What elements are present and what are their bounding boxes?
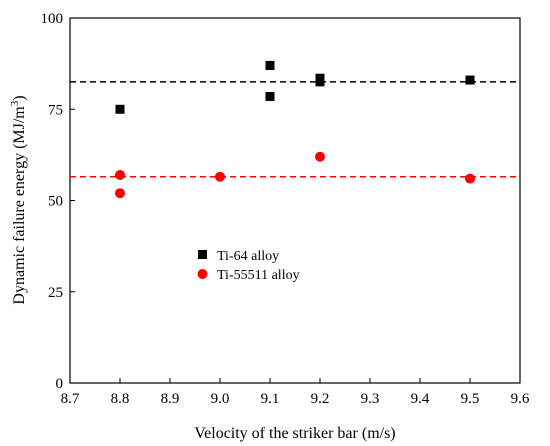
- plot-frame: [69, 17, 521, 384]
- x-tick-label: 9.0: [211, 391, 230, 407]
- point-ti64: [265, 60, 275, 70]
- x-tick-label: 8.7: [61, 391, 80, 407]
- y-tick-label: 0: [56, 376, 64, 392]
- x-axis-title: Velocity of the striker bar (m/s): [194, 425, 395, 442]
- x-tick-label: 9.5: [461, 391, 480, 407]
- point-ti64: [115, 104, 125, 114]
- x-tick-label: 9.4: [411, 391, 430, 407]
- mean-lines: [70, 81, 520, 178]
- x-tick-label: 9.3: [361, 391, 380, 407]
- point-ti55511: [315, 151, 325, 162]
- x-tick-label: 9.6: [511, 391, 530, 407]
- point-ti55511: [115, 169, 125, 180]
- y-axis-title-sup: 3: [9, 100, 21, 106]
- legend: Ti-64 alloy Ti-55511 alloy: [197, 249, 300, 283]
- point-ti64: [315, 77, 325, 87]
- legend-label-ti55511: Ti-55511 alloy: [217, 268, 300, 283]
- point-ti55511: [115, 188, 125, 199]
- point-ti55511: [215, 171, 225, 182]
- x-tick-label: 8.9: [161, 391, 180, 407]
- x-tick-label: 8.8: [111, 391, 130, 407]
- legend-marker-ti55511: [197, 269, 208, 279]
- y-tick-label: 50: [48, 194, 63, 210]
- axis-ticks: 8.7 8.8 8.9 9.0 9.1 9.2 9.3 9.4 9.5 9.6 0 25 50 75 100: [41, 11, 530, 407]
- point-ti64: [465, 75, 475, 85]
- point-ti55511: [465, 173, 475, 184]
- y-tick-label: 75: [48, 102, 63, 118]
- y-tick-label: 100: [41, 11, 64, 27]
- legend-marker-ti64: [198, 250, 207, 259]
- legend-label-ti64: Ti-64 alloy: [217, 249, 279, 264]
- y-tick-label: 25: [48, 285, 63, 301]
- x-tick-label: 9.1: [261, 391, 280, 407]
- point-ti64: [265, 91, 275, 101]
- y-axis-title: Dynamic failure energy (MJ/m3): [9, 95, 28, 304]
- data-points: [115, 60, 475, 199]
- x-tick-label: 9.2: [311, 391, 330, 407]
- y-axis-title-close: ): [11, 95, 28, 100]
- y-axis-title-main: Dynamic failure energy (MJ/m: [11, 106, 28, 305]
